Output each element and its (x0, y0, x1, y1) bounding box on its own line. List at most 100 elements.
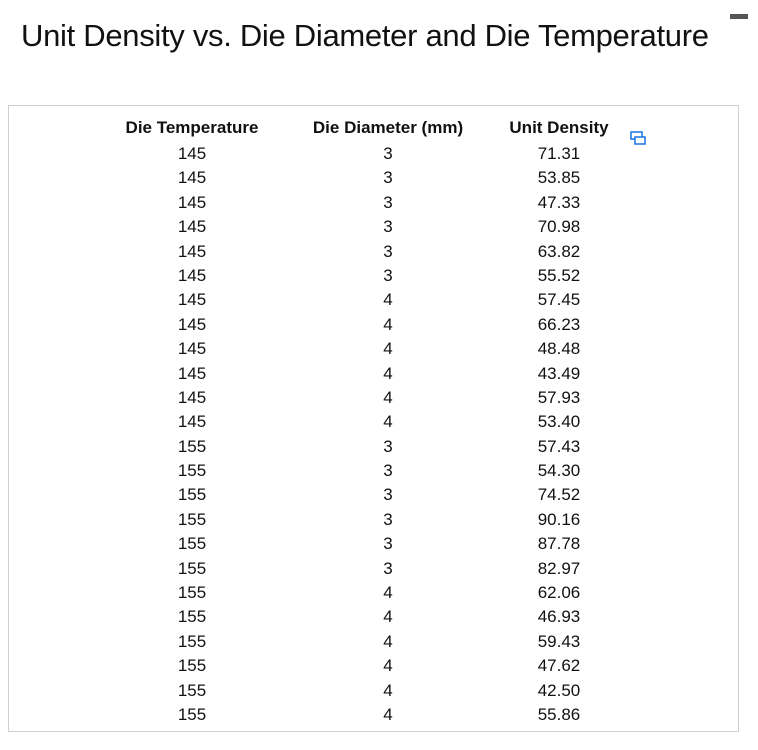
unit-density-cell: 70.98 (537, 217, 581, 237)
die-diameter-cell: 4 (383, 631, 393, 651)
die-diameter-cell: 4 (383, 339, 393, 359)
die-temperature-cell: 155 (177, 656, 207, 676)
die-diameter-cell: 4 (383, 314, 393, 334)
table-row: 145 3 70.98 (9, 215, 738, 239)
copy-icon[interactable] (630, 131, 646, 145)
die-temperature-cell: 145 (177, 168, 207, 188)
table-row: 155 3 57.43 (9, 435, 738, 459)
die-temperature-cell: 155 (177, 534, 207, 554)
die-temperature-cell: 145 (177, 314, 207, 334)
die-diameter-cell: 4 (383, 387, 393, 407)
table-row: 145 4 48.48 (9, 337, 738, 361)
die-temperature-cell: 155 (177, 583, 207, 603)
die-diameter-cell: 4 (383, 704, 393, 724)
column-header-unit-density: Unit Density (509, 118, 609, 137)
die-temperature-cell: 155 (177, 436, 207, 456)
unit-density-cell: 57.93 (537, 387, 581, 407)
table-header: Die Temperature Die Diameter (mm) Unit D… (9, 117, 738, 145)
die-temperature-cell: 155 (177, 704, 207, 724)
unit-density-cell: 42.50 (537, 680, 581, 700)
table-row: 155 3 54.30 (9, 459, 738, 483)
table-body: 145 3 71.31 145 3 53.85 145 3 47.33 145 3 70.98 145 3… (9, 142, 738, 727)
table-row: 155 3 82.97 (9, 557, 738, 581)
unit-density-cell: 57.45 (537, 290, 581, 310)
die-temperature-cell: 155 (177, 631, 207, 651)
unit-density-cell: 46.93 (537, 607, 581, 627)
unit-density-cell: 74.52 (537, 485, 581, 505)
die-temperature-cell: 155 (177, 558, 207, 578)
die-diameter-cell: 4 (383, 656, 393, 676)
table-row: 145 3 71.31 (9, 142, 738, 166)
table-row: 145 3 47.33 (9, 191, 738, 215)
die-temperature-cell: 155 (177, 485, 207, 505)
unit-density-cell: 55.52 (537, 265, 581, 285)
die-temperature-cell: 155 (177, 680, 207, 700)
unit-density-cell: 63.82 (537, 241, 581, 261)
die-diameter-cell: 3 (383, 217, 393, 237)
die-diameter-cell: 4 (383, 290, 393, 310)
table-row: 155 4 59.43 (9, 630, 738, 654)
die-temperature-cell: 145 (177, 192, 207, 212)
die-temperature-cell: 145 (177, 387, 207, 407)
table-row: 155 4 62.06 (9, 581, 738, 605)
table-row: 155 3 74.52 (9, 483, 738, 507)
unit-density-cell: 90.16 (537, 509, 581, 529)
column-header-die-diameter: Die Diameter (mm) (312, 118, 464, 137)
die-diameter-cell: 3 (383, 144, 393, 163)
die-diameter-cell: 4 (383, 412, 393, 432)
table-row: 155 3 90.16 (9, 508, 738, 532)
table-row: 145 4 43.49 (9, 362, 738, 386)
die-diameter-cell: 3 (383, 485, 393, 505)
unit-density-cell: 82.97 (537, 558, 581, 578)
die-diameter-cell: 4 (383, 607, 393, 627)
unit-density-cell: 53.85 (537, 168, 581, 188)
table-row: 145 3 55.52 (9, 264, 738, 288)
page-title: Unit Density vs. Die Diameter and Die Te… (21, 18, 709, 53)
die-temperature-cell: 145 (177, 290, 207, 310)
die-temperature-cell: 155 (177, 509, 207, 529)
unit-density-cell: 59.43 (537, 631, 581, 651)
die-diameter-cell: 4 (383, 680, 393, 700)
die-temperature-cell: 145 (177, 363, 207, 383)
table-row: 155 4 55.86 (9, 703, 738, 727)
table-row: 145 4 66.23 (9, 313, 738, 337)
unit-density-cell: 87.78 (537, 534, 581, 554)
die-diameter-cell: 3 (383, 265, 393, 285)
unit-density-cell: 66.23 (537, 314, 581, 334)
unit-density-cell: 54.30 (537, 461, 581, 481)
unit-density-cell: 53.40 (537, 412, 581, 432)
table-row: 145 3 63.82 (9, 240, 738, 264)
corner-mark (730, 14, 748, 19)
die-temperature-cell: 145 (177, 412, 207, 432)
die-diameter-cell: 3 (383, 192, 393, 212)
die-temperature-cell: 155 (177, 607, 207, 627)
unit-density-cell: 62.06 (537, 583, 581, 603)
column-header-die-temperature: Die Temperature (125, 118, 259, 137)
die-temperature-cell: 145 (177, 217, 207, 237)
unit-density-cell: 47.33 (537, 192, 581, 212)
unit-density-cell: 47.62 (537, 656, 581, 676)
table-row: 145 4 57.93 (9, 386, 738, 410)
die-diameter-cell: 3 (383, 461, 393, 481)
table-row: 155 4 46.93 (9, 605, 738, 629)
unit-density-cell: 71.31 (537, 144, 581, 163)
table-row: 145 4 57.45 (9, 288, 738, 312)
die-diameter-cell: 4 (383, 363, 393, 383)
table-row: 155 3 87.78 (9, 532, 738, 556)
die-diameter-cell: 3 (383, 558, 393, 578)
table-row: 145 4 53.40 (9, 410, 738, 434)
unit-density-cell: 43.49 (537, 363, 581, 383)
die-temperature-cell: 145 (177, 265, 207, 285)
unit-density-cell: 48.48 (537, 339, 581, 359)
die-diameter-cell: 3 (383, 534, 393, 554)
data-table: Die Temperature Die Diameter (mm) Unit D… (8, 105, 739, 732)
unit-density-cell: 57.43 (537, 436, 581, 456)
die-temperature-cell: 145 (177, 144, 207, 163)
die-diameter-cell: 3 (383, 241, 393, 261)
table-row: 155 4 42.50 (9, 679, 738, 703)
die-diameter-cell: 3 (383, 168, 393, 188)
die-diameter-cell: 3 (383, 509, 393, 529)
unit-density-cell: 55.86 (537, 704, 581, 724)
die-temperature-cell: 155 (177, 461, 207, 481)
die-diameter-cell: 3 (383, 436, 393, 456)
